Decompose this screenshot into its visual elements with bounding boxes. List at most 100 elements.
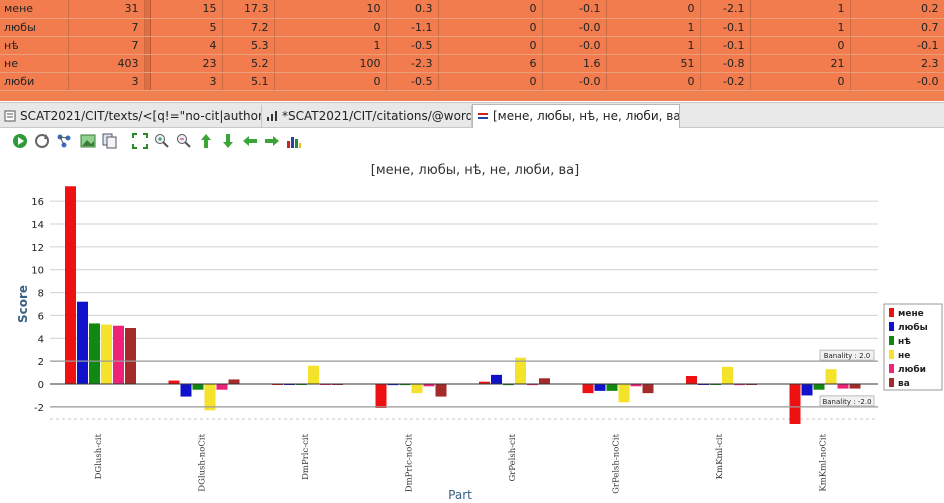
table-cell: 23 [150,54,223,73]
bar-нѣ-KmKml-noCit[interactable] [813,384,825,390]
bar-нѣ-DGlush-noCit[interactable] [192,384,204,390]
network-icon[interactable] [56,133,72,149]
x-tick-label: DmPrlc-noCit [405,433,415,492]
table-row[interactable]: мене 31 15 17.3 10 0.3 0 -0.1 0 -2.1 1 0.2 [0,0,944,19]
bar-мене-DmPrlc-noCit[interactable] [375,384,387,408]
bar-ва-GrPelsh-cit[interactable] [539,378,550,384]
table-cell: -0.1 [700,36,751,55]
bar-нѣ-DmPrlc-noCit[interactable] [399,384,411,386]
image-export-icon[interactable] [80,133,96,149]
table-cell: -0.0 [850,72,944,91]
bar-мене-KmKml-noCit[interactable] [789,384,801,424]
arrow-left-icon[interactable] [242,133,258,149]
table-cell: 1 [750,0,851,19]
table-cell: 0 [438,18,543,37]
bar-не-DmPrlc-noCit[interactable] [411,384,423,394]
bar-ва-DGlush-noCit[interactable] [228,379,240,384]
bar-любы-DGlush-noCit[interactable] [180,384,192,397]
bar-любы-KmKml-noCit[interactable] [801,384,813,396]
table-cell: 5.3 [222,36,275,55]
bar-люби-GrPelsh-noCit[interactable] [630,384,642,387]
bar-люби-DmPrlc-noCit[interactable] [423,384,435,387]
x-tick-label: KmKml-cit [715,433,725,479]
bar-люби-KmKml-noCit[interactable] [837,384,849,389]
chart-legend: мене любы нѣ не люби ва [883,303,943,391]
banality-markers: Banality : 2.0 Banality : -2.0 [50,349,878,408]
zoom-in-icon[interactable] [154,133,170,149]
table-cell: 2.3 [850,54,944,73]
bar-люби-DGlush-cit[interactable] [113,325,124,384]
tab-citations-word[interactable]: *SCAT2021/CIT/citations/@word [262,105,472,128]
bar-ва-KmKml-noCit[interactable] [849,384,861,389]
bar-люби-DGlush-noCit[interactable] [216,384,228,390]
table-cell: -0.1 [700,18,751,37]
refresh-icon[interactable] [34,133,50,149]
table-row[interactable]: не 403 23 5.2 100 -2.3 6 1.6 51 -0.8 21 2.3 [0,54,944,73]
legend-swatch [889,378,894,387]
table-cell: 1.6 [542,54,607,73]
bar-ва-DGlush-cit[interactable] [125,328,136,384]
play-icon[interactable] [12,133,28,149]
bar-люби-KmKml-cit[interactable] [734,384,745,386]
arrow-up-icon[interactable] [198,133,214,149]
bar-нѣ-GrPelsh-noCit[interactable] [606,384,618,391]
table-row[interactable]: нѣ 7 4 5.3 1 -0.5 0 -0.0 1 -0.1 0 -0.1 [0,36,944,55]
table-cell: 0 [274,18,387,37]
table-cell: -0.8 [700,54,751,73]
y-tick-label: 0 [38,380,44,391]
bar-не-GrPelsh-cit[interactable] [515,357,526,384]
chart-title: [мене, любы, нѣ, не, люби, ва] [371,163,579,178]
bar-мене-DGlush-cit[interactable] [65,186,76,384]
y-axis-label: Score [16,285,30,323]
bar-ва-GrPelsh-noCit[interactable] [642,384,654,394]
tab-chart-active[interactable]: [мене, любы, нѣ, не, люби, ва] ⊠ [472,104,680,129]
y-tick-label: 12 [31,243,44,254]
bar-любы-GrPelsh-cit[interactable] [491,374,502,384]
bar-не-GrPelsh-noCit[interactable] [618,384,630,403]
table-row[interactable]: люби 3 3 5.1 0 -0.5 0 -0.0 0 -0.2 0 -0.0 [0,72,944,91]
bar-люби-GrPelsh-cit[interactable] [527,384,538,386]
bar-любы-DmPrlc-noCit[interactable] [387,384,399,386]
bar-не-DmPrlc-cit[interactable] [308,365,319,384]
table-cell: 31 [68,0,145,19]
bar-нѣ-GrPelsh-cit[interactable] [503,384,514,386]
zoom-out-icon[interactable] [176,133,192,149]
zoom-fit-icon[interactable] [132,133,148,149]
table-cell: 5.2 [222,54,275,73]
y-tick-label: 10 [31,266,44,277]
bar-мене-DGlush-noCit[interactable] [168,380,180,384]
table-cell: 5.1 [222,72,275,91]
bar-не-KmKml-cit[interactable] [722,366,733,384]
tab-texts-query[interactable]: SCAT2021/CIT/texts/<[q!="no-cit|author-.… [0,105,262,128]
legend-item: нѣ [898,337,911,347]
editor-tab-bar: SCAT2021/CIT/texts/<[q!="no-cit|author-.… [0,102,944,129]
bar-chart-icon[interactable] [286,133,302,149]
bar-любы-GrPelsh-noCit[interactable] [594,384,606,391]
table-cell: 0 [438,36,543,55]
arrow-right-icon[interactable] [264,133,280,149]
bar-любы-DGlush-cit[interactable] [77,301,88,384]
bar-не-KmKml-noCit[interactable] [825,369,837,384]
table-cell: -0.1 [542,0,607,19]
bar-мене-GrPelsh-noCit[interactable] [582,384,594,394]
banality-label-box [819,349,875,361]
document-icon [4,110,16,122]
bar-мене-KmKml-cit[interactable] [686,376,697,384]
results-table: мене 31 15 17.3 10 0.3 0 -0.1 0 -2.1 1 0.2 любы 7 5 7.2… [0,0,944,101]
arrow-down-icon[interactable] [220,133,236,149]
bar-мене-GrPelsh-cit[interactable] [479,381,490,384]
table-cell: 0 [606,72,701,91]
legend-item: люби [898,364,926,375]
y-tick-label: 2 [38,357,44,368]
legend-swatch [889,364,894,373]
bar-нѣ-DGlush-cit[interactable] [89,323,100,384]
bar-не-DGlush-noCit[interactable] [204,384,216,411]
bar-не-DGlush-cit[interactable] [101,324,112,384]
x-axis-categories: DGlush-cit DGlush-noCit DmPrlc-cit DmPrlc-n… [94,433,829,493]
legend-item: ва [898,379,910,389]
bar-ва-DmPrlc-noCit[interactable] [435,384,447,397]
table-cell: -0.0 [542,36,607,55]
copy-icon[interactable] [102,133,118,149]
table-row[interactable]: любы 7 5 7.2 0 -1.1 0 -0.0 1 -0.1 1 0.7 [0,18,944,37]
